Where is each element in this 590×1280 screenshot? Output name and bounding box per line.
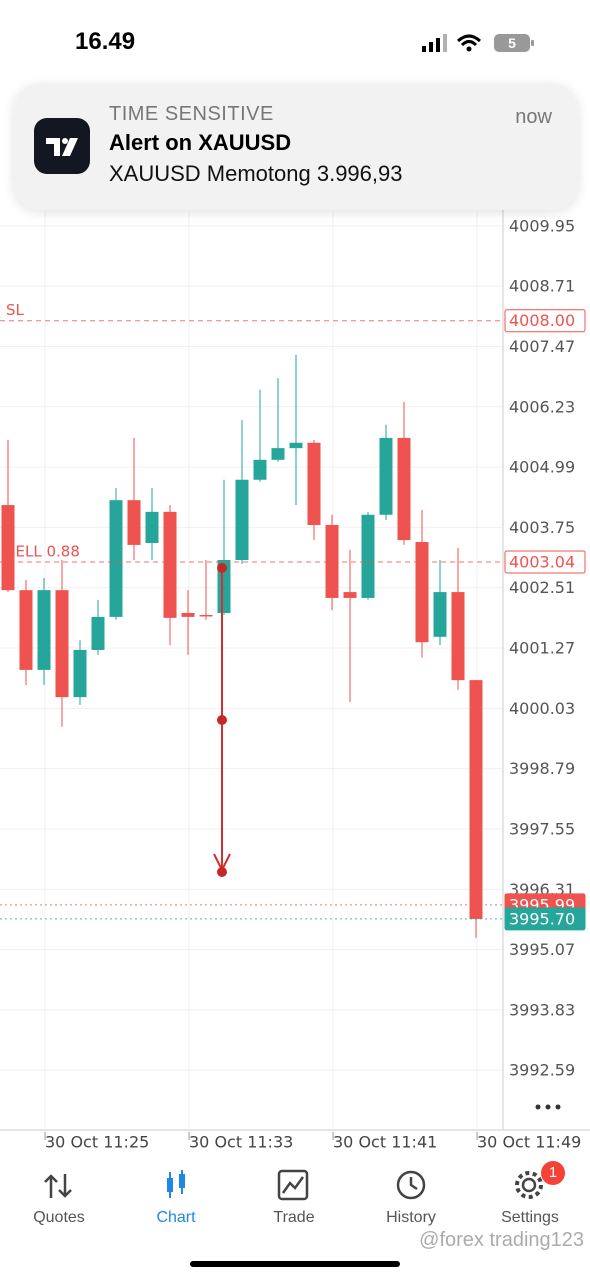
tab-label: Quotes [33, 1209, 85, 1226]
candle-body [163, 511, 177, 618]
candle-body [217, 559, 231, 614]
status-icons: 5 [422, 34, 534, 52]
candle-body [289, 442, 303, 449]
y-tick-label: 3998.79 [509, 759, 575, 778]
candle-body [19, 590, 33, 670]
badge: 1 [541, 1161, 565, 1185]
y-tick-label: 4000.03 [509, 699, 575, 718]
tab-icon [515, 1171, 543, 1199]
candle-body [55, 590, 69, 698]
notification-time: now [515, 106, 552, 128]
candle-body [307, 442, 321, 525]
watermark: @forex trading123 [419, 1229, 584, 1251]
price-tag-label: 4008.00 [509, 311, 575, 330]
battery-level: 5 [508, 35, 516, 51]
tab-icon [44, 1174, 72, 1198]
tab[interactable]: History [356, 1160, 466, 1226]
y-tick-label: 4002.51 [509, 578, 575, 597]
y-tick-label: 3997.55 [509, 819, 575, 838]
candle-body [181, 613, 195, 617]
plot: 4009.95 4008.71 4007.47 4006.23 4004.99 4003.… [0, 150, 590, 1150]
tab[interactable]: Settings 1 [475, 1160, 585, 1226]
candle-body [127, 500, 141, 545]
app-icon [34, 118, 90, 174]
candle-body [343, 592, 357, 598]
chart: 4009.95 4008.71 4007.47 4006.23 4004.99 4003.… [0, 150, 590, 1150]
x-tick-label: 30 Oct 11:25 [45, 1133, 149, 1151]
candle-body [235, 479, 249, 560]
y-tick-label: 4008.71 [509, 277, 575, 296]
candle-body [433, 592, 447, 637]
notification[interactable]: TIME SENSITIVE Alert on XAUUSD XAUUSD Me… [14, 84, 578, 210]
tab-label: History [386, 1209, 436, 1226]
candle-body [91, 616, 105, 650]
candle-body [415, 542, 429, 643]
price-tag [504, 550, 586, 574]
tab-icon [277, 1169, 309, 1201]
more-menu[interactable] [535, 1104, 561, 1110]
drawing-point [217, 867, 227, 877]
y-tick-label: 4006.23 [509, 397, 575, 416]
tab[interactable]: Chart [121, 1160, 231, 1226]
candle-body [469, 680, 483, 919]
candle-body [145, 511, 159, 543]
price-tag [504, 907, 586, 931]
price-line-name: SL [6, 301, 25, 319]
candle-body [109, 500, 123, 617]
x-tick-label: 30 Oct 11:41 [333, 1133, 437, 1151]
status-time: 16.49 [75, 28, 136, 55]
tab-icon [396, 1170, 426, 1200]
tab-icon [167, 1170, 185, 1198]
candle-body [325, 524, 339, 598]
y-tick-label: 4003.75 [509, 518, 575, 537]
candle-body [1, 505, 15, 591]
candle-body [379, 437, 393, 515]
candle-body [253, 459, 267, 480]
price-tag-label: 4003.04 [509, 552, 575, 571]
y-tick-label: 4004.99 [509, 458, 575, 477]
drawing-point [217, 715, 227, 725]
price-line-name: SELL 0.88 [6, 542, 80, 560]
candle-body [361, 514, 375, 598]
candle-body [397, 437, 411, 541]
drawing-point [217, 563, 227, 573]
y-tick-label: 3993.83 [509, 1000, 575, 1019]
tab-label: Chart [156, 1209, 196, 1226]
x-tick-label: 30 Oct 11:49 [477, 1133, 581, 1151]
y-tick-label: 4001.27 [509, 639, 575, 658]
notification-title: Alert on XAUUSD [109, 130, 292, 155]
home-indicator [190, 1261, 400, 1267]
candle-body [271, 448, 285, 460]
candle-body [73, 649, 87, 698]
tab[interactable]: Quotes [4, 1160, 114, 1226]
y-tick-label: 3992.59 [509, 1061, 575, 1080]
candle-body [451, 592, 465, 681]
candle-body [37, 590, 51, 670]
notification-body: XAUUSD Memotong 3.996,93 [109, 161, 403, 186]
price-tag-label: 3995.70 [509, 909, 575, 928]
y-tick-label: 3995.07 [509, 940, 575, 959]
tab-label: Settings [501, 1209, 559, 1226]
notification-category: TIME SENSITIVE [109, 103, 274, 125]
x-tick-label: 30 Oct 11:33 [189, 1133, 293, 1151]
candle-body [199, 614, 213, 617]
tab[interactable]: Trade [239, 1160, 349, 1226]
y-tick-label: 4007.47 [509, 337, 575, 356]
tab-label: Trade [273, 1209, 315, 1226]
y-tick-label: 4009.95 [509, 216, 575, 235]
price-tag [504, 309, 586, 333]
